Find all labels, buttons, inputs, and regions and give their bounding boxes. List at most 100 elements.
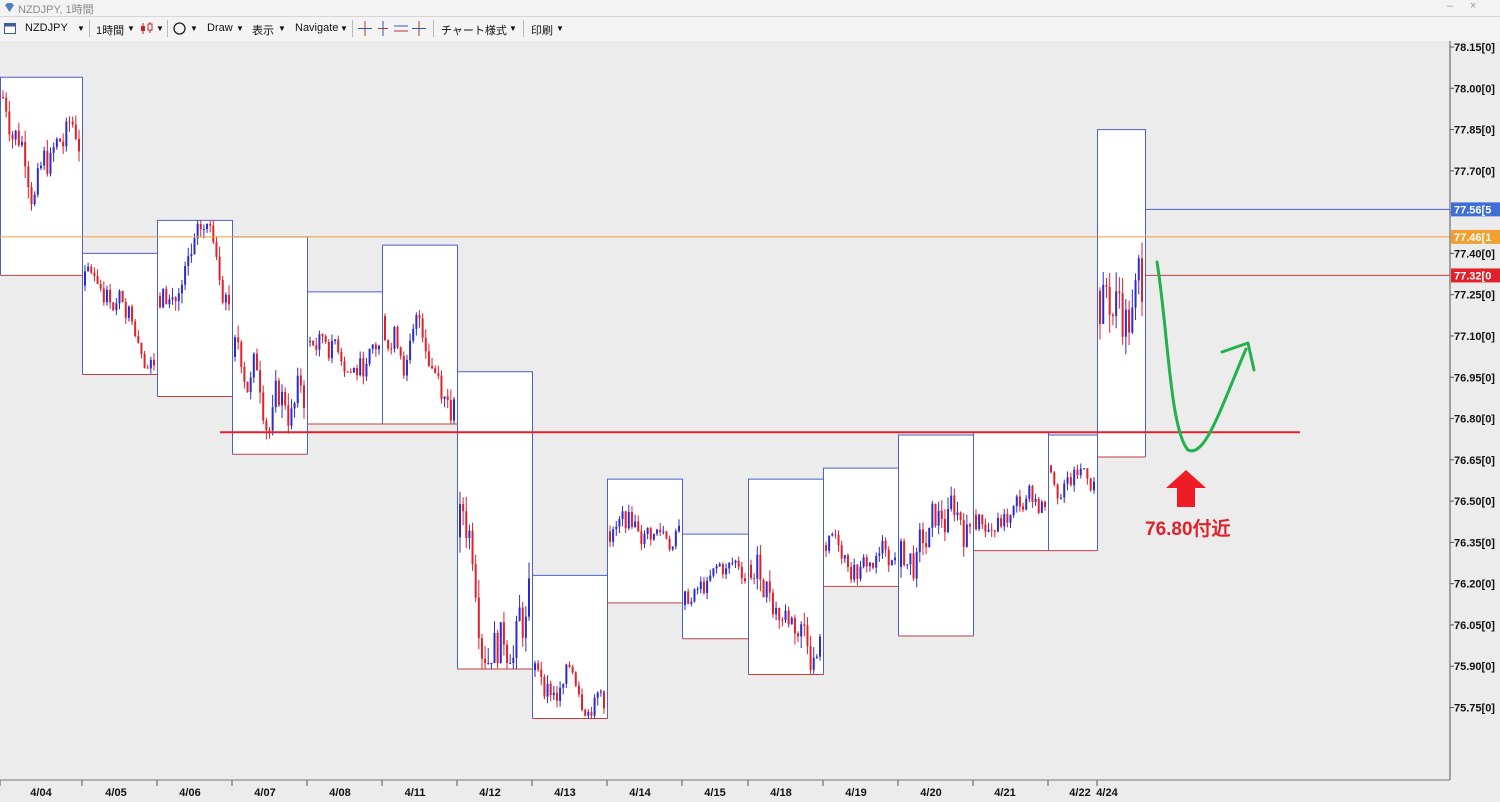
candle-body xyxy=(834,534,837,536)
candle-body xyxy=(87,266,90,272)
daily-high-outline xyxy=(1048,434,1098,551)
navigate-menu[interactable]: Navigate xyxy=(295,22,339,34)
candle-body xyxy=(1044,501,1046,507)
candle-body xyxy=(499,622,502,664)
timeframe-dropdown-icon[interactable]: ▼ xyxy=(127,24,135,33)
candle-body xyxy=(284,391,287,406)
candle-body xyxy=(2,97,4,99)
candle-body xyxy=(581,694,584,710)
print-menu[interactable]: 印刷 xyxy=(531,25,553,37)
crosshair-tool-icon[interactable] xyxy=(358,21,372,36)
candle-body xyxy=(918,529,921,553)
candle-body xyxy=(868,562,871,567)
candle-body xyxy=(815,656,818,658)
candle-body xyxy=(199,223,202,230)
candle-body xyxy=(750,564,752,579)
candle-body xyxy=(352,368,355,373)
candle-body xyxy=(252,353,255,378)
candle-body xyxy=(399,347,402,356)
symbol-selector[interactable]: NZDJPY xyxy=(25,22,68,34)
candle-body xyxy=(618,519,621,527)
candle-body xyxy=(981,514,984,525)
candle-body xyxy=(153,359,155,366)
candle-body xyxy=(872,562,875,568)
candle-body xyxy=(687,591,690,604)
candle-body xyxy=(837,534,840,546)
candle-body xyxy=(850,567,853,580)
price-chart[interactable]: 4/04 4/05 4/06 4/07 4/08 4/11 4/12 4/13 4/14 4/15… xyxy=(0,41,1500,802)
chart-window-icon[interactable] xyxy=(4,23,16,34)
candle-body xyxy=(1137,258,1140,281)
candle-body xyxy=(1056,484,1059,499)
candle-body xyxy=(862,557,865,567)
bid-price-tag-bg xyxy=(1451,268,1500,283)
y-axis-label: 77.10[0] xyxy=(1454,331,1495,343)
candle-body xyxy=(55,138,58,148)
candle-body xyxy=(875,555,878,568)
candle-body xyxy=(224,294,227,303)
minimize-button[interactable]: – xyxy=(1447,0,1454,12)
x-axis-label: 4/20 xyxy=(920,787,941,799)
candle-body xyxy=(68,121,71,123)
close-button[interactable]: × xyxy=(1470,0,1477,12)
candle-body xyxy=(409,340,412,360)
draw-menu[interactable]: Draw xyxy=(207,22,233,34)
candle-body xyxy=(159,296,161,308)
y-axis-label: 76.05[0] xyxy=(1454,620,1495,632)
candle-body xyxy=(537,663,540,670)
chart-style-dropdown-icon[interactable]: ▼ xyxy=(509,24,517,33)
candle-body xyxy=(228,294,230,305)
candle-body xyxy=(315,345,318,350)
candle-body xyxy=(281,391,284,406)
candle-body xyxy=(1093,481,1095,491)
candle-body xyxy=(1108,286,1111,315)
candle-body xyxy=(568,664,571,667)
chart-type-dropdown-icon[interactable]: ▼ xyxy=(156,24,164,33)
horizontal-line-tool-icon[interactable] xyxy=(394,21,408,36)
candle-body xyxy=(925,543,928,548)
display-menu[interactable]: 表示 xyxy=(252,25,274,37)
candle-body xyxy=(165,288,168,305)
candle-body xyxy=(349,371,352,373)
candle-body xyxy=(33,194,36,205)
trend-line-tool-icon[interactable] xyxy=(412,21,426,36)
candle-body xyxy=(177,293,180,302)
candle-body xyxy=(734,560,737,563)
candle-body xyxy=(468,530,471,539)
candlestick-icon[interactable] xyxy=(140,22,154,35)
candle-body xyxy=(609,531,611,542)
candle-body xyxy=(1128,309,1131,333)
candle-body xyxy=(396,326,399,348)
y-axis-label: 77.70[0] xyxy=(1454,166,1495,178)
candle-body xyxy=(99,283,102,289)
vertical-line-tool-icon[interactable] xyxy=(376,21,390,36)
candle-body xyxy=(884,540,887,550)
print-dropdown-icon[interactable]: ▼ xyxy=(556,24,564,33)
display-dropdown-icon[interactable]: ▼ xyxy=(278,24,286,33)
circle-tool-icon[interactable] xyxy=(173,22,186,35)
symbol-dropdown-icon[interactable]: ▼ xyxy=(77,24,85,33)
candle-body xyxy=(812,657,815,670)
candle-body xyxy=(1121,293,1124,337)
candle-body xyxy=(1015,496,1018,507)
candle-body xyxy=(577,685,580,695)
candle-body xyxy=(1034,498,1037,502)
candle-body xyxy=(990,529,993,531)
y-axis-label: 76.50[0] xyxy=(1454,496,1495,508)
timeframe-selector[interactable]: 1時間 xyxy=(96,25,125,37)
candle-body xyxy=(127,306,130,318)
candle-body xyxy=(634,521,637,528)
candle-body xyxy=(474,564,477,598)
draw-dropdown-icon[interactable]: ▼ xyxy=(236,24,244,33)
candle-body xyxy=(221,279,224,303)
candle-body xyxy=(740,566,743,579)
candle-body xyxy=(443,396,446,399)
candle-body xyxy=(5,97,8,112)
shape-dropdown-icon[interactable]: ▼ xyxy=(190,24,198,33)
candle-body xyxy=(271,407,274,431)
navigate-dropdown-icon[interactable]: ▼ xyxy=(340,24,348,33)
candle-body xyxy=(337,339,340,352)
candle-body xyxy=(931,503,934,528)
candle-body xyxy=(299,375,302,386)
chart-style-menu[interactable]: チャート様式 xyxy=(441,25,507,37)
